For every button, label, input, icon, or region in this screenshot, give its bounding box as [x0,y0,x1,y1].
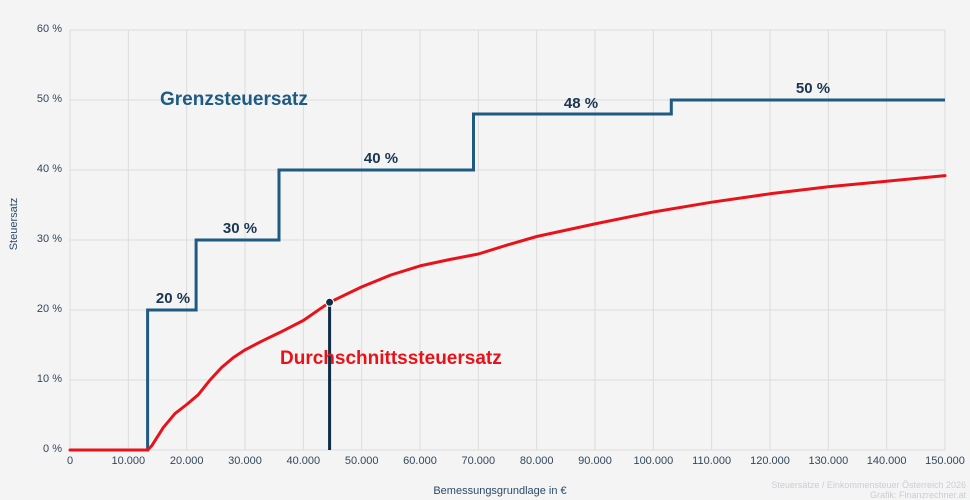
bracket-label-40: 40 % [363,150,399,167]
x-tick-label: 60.000 [403,455,437,467]
y-tick-label: 40 % [36,163,62,175]
marker-point[interactable] [325,297,335,307]
credit-source: Steuersätze / Einkommensteuer Österreich… [771,480,966,490]
y-axis-label: Steuersatz [8,197,20,251]
x-tick-label: 120.000 [750,455,790,467]
y-tick-label: 10 % [36,373,62,385]
x-tick-label: 20.000 [169,455,204,467]
grenzsteuersatz-line [70,98,945,452]
x-tick-label: 0 [66,455,74,467]
bracket-label-50: 50 % [795,80,831,97]
x-tick-label: 30.000 [228,455,262,467]
x-tick-label: 150.000 [925,455,965,467]
y-tick-label: 0 % [43,443,62,455]
x-tick-label: 50.000 [344,455,379,467]
x-tick-label: 130.000 [808,455,849,467]
y-tick-label: 30 % [36,233,62,245]
bracket-label-48: 48 % [563,95,599,112]
x-tick-label: 70.000 [461,455,496,467]
x-tick-label: 40.000 [286,455,321,467]
bracket-label-20: 20 % [155,290,191,307]
y-tick-label: 60 % [36,23,62,35]
durchschnittssteuersatz-line [68,174,947,452]
x-tick-label: 80.000 [519,455,554,467]
y-tick-label: 50 % [36,93,62,105]
x-tick-label: 140.000 [866,455,907,467]
bracket-label-30: 30 % [222,220,258,237]
x-tick-label: 90.000 [578,455,612,467]
y-tick-label: 20 % [36,303,62,315]
grenzsteuersatz-label: Grenzsteuersatz [160,89,308,110]
x-axis-label: Bemessungsgrundlage in € [433,485,567,497]
x-tick-label: 100.000 [633,455,674,467]
x-tick-label: 110.000 [692,455,732,467]
durchschnittssteuersatz-label: Durchschnittssteuersatz [280,348,502,369]
credit-graphic: Grafik: Finanzrechner.at [869,490,966,500]
x-tick-label: 10.000 [111,455,146,467]
